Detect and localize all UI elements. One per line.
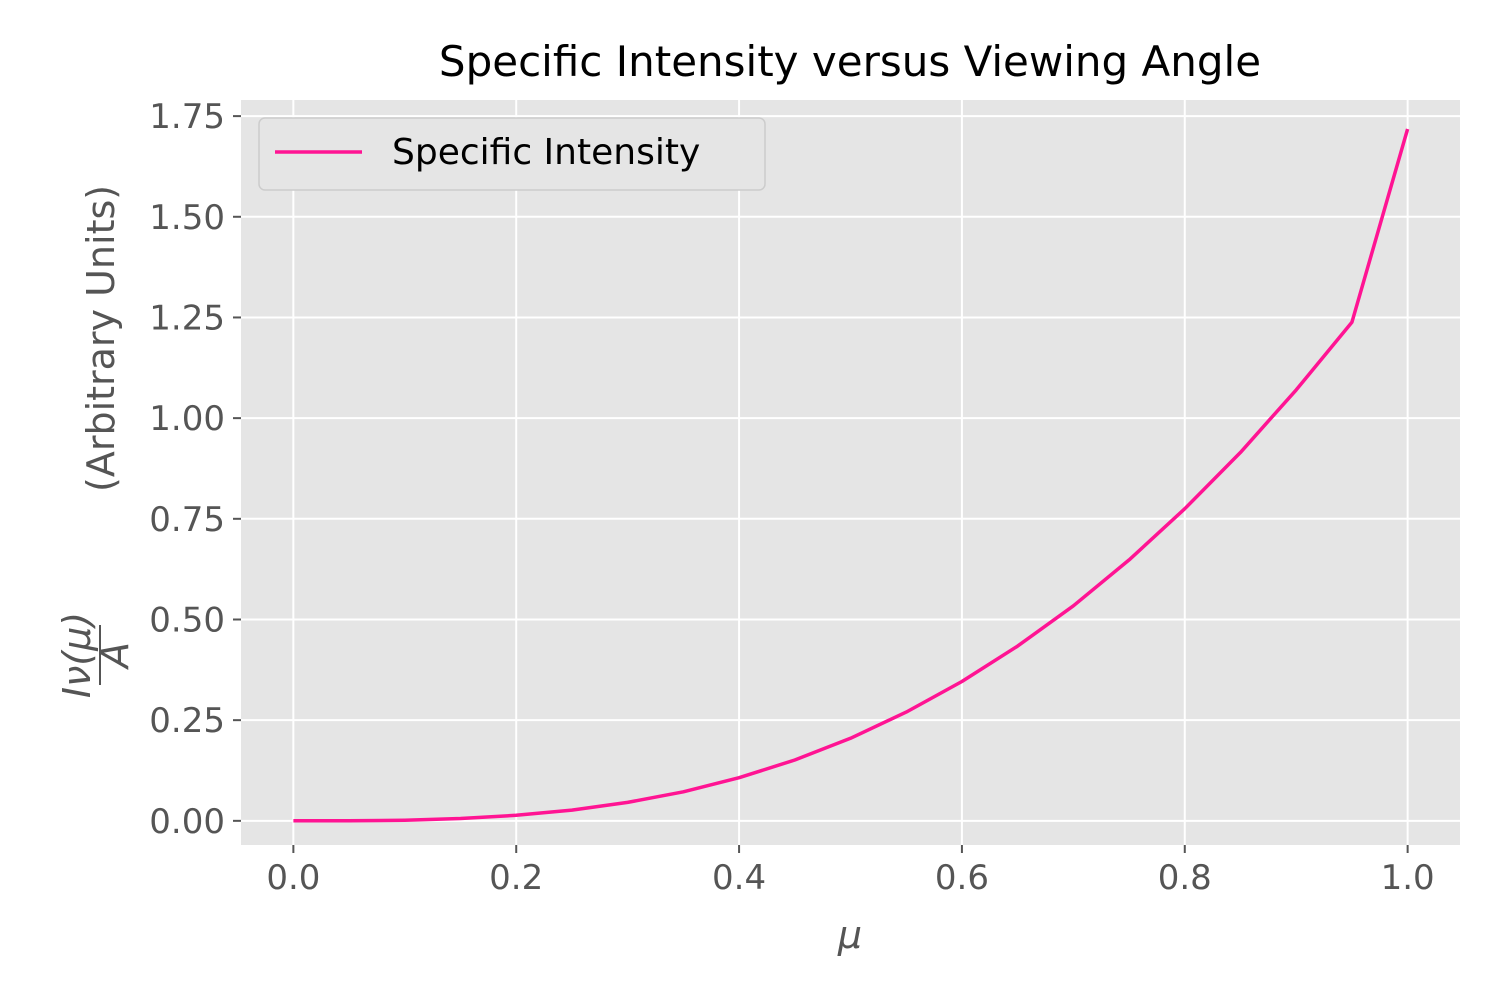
x-axis-label: μ [837,913,862,957]
x-tick-label: 1.0 [1381,858,1435,898]
grid-lines [241,100,1460,845]
x-tick-label: 0.4 [712,858,766,898]
y-tick-label: 0.75 [149,500,225,540]
x-tick-label: 0.6 [935,858,989,898]
axis-ticks: 0.0 0.2 0.4 0.6 0.8 1.0 0.00 0.25 0.50 0.75 1.00 1.… [149,97,1434,898]
y-tick-label: 1.50 [149,198,225,238]
y-tick-label: 1.75 [149,97,225,137]
series-line [293,128,1410,823]
x-tick-label: 0.8 [1158,858,1212,898]
y-axis-label-units: (Arbitrary Units) [79,185,123,492]
legend: Specific Intensity [258,117,766,191]
y-axis-label: Iν(μ) A (Arbitrary Units) [55,185,137,698]
y-tick-label: 0.50 [149,600,225,640]
y-axis-label-numerator: Iν(μ) [55,612,99,698]
y-tick-label: 1.00 [149,399,225,439]
y-tick-label: 1.25 [149,298,225,338]
y-tick-label: 0.25 [149,701,225,741]
x-tick-label: 0.0 [266,858,320,898]
legend-box [258,117,766,191]
plot-area [241,100,1460,845]
y-tick-label: 0.00 [149,802,225,842]
x-tick-label: 0.2 [489,858,543,898]
legend-label: Specific Intensity [392,132,700,173]
chart-title: Specific Intensity versus Viewing Angle [439,37,1261,86]
series-layer [293,128,1410,823]
y-axis-label-denominator: A [93,642,137,671]
